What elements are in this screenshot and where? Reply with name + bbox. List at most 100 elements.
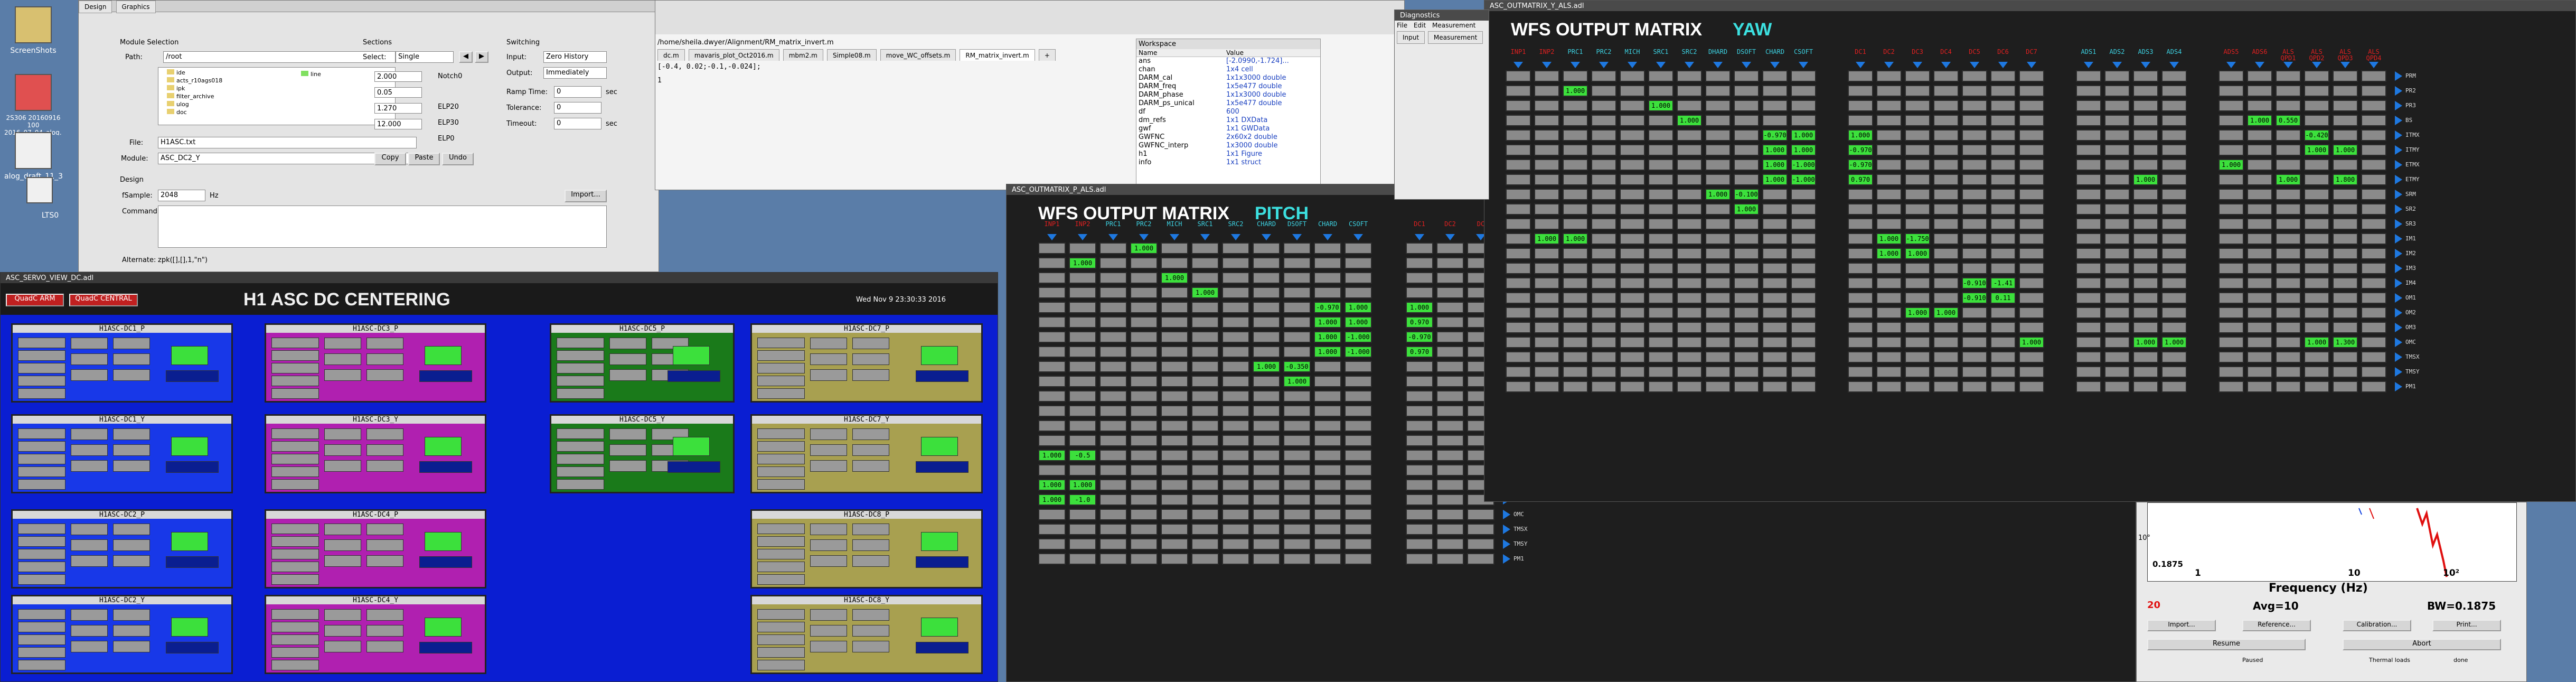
matrix-cell[interactable] xyxy=(1506,129,1531,141)
matrix-cell[interactable] xyxy=(1620,115,1645,126)
matrix-cell[interactable] xyxy=(2104,248,2130,259)
workspace-row[interactable]: chan 1x4 cell xyxy=(1136,66,1320,74)
matrix-cell[interactable] xyxy=(2247,351,2272,363)
matrix-cell[interactable] xyxy=(1406,405,1433,417)
matrix-cell[interactable] xyxy=(2104,159,2130,171)
matrix-cell[interactable] xyxy=(1345,538,1372,550)
matrix-cell[interactable] xyxy=(1876,100,1902,111)
matrix-cell[interactable] xyxy=(2161,144,2187,156)
matrix-cell[interactable] xyxy=(1069,420,1096,432)
matrix-cell[interactable] xyxy=(1620,307,1645,319)
matrix-cell[interactable] xyxy=(1191,464,1219,476)
matrix-cell[interactable] xyxy=(2161,351,2187,363)
matrix-cell[interactable] xyxy=(1222,361,1249,372)
matrix-cell[interactable] xyxy=(1191,390,1219,402)
filter-module-button[interactable] xyxy=(609,460,646,472)
filter-module-button[interactable] xyxy=(324,625,361,637)
matrix-cell[interactable] xyxy=(1506,159,1531,171)
matrix-cell[interactable]: 1.000 xyxy=(1161,272,1188,284)
matrix-cell[interactable] xyxy=(2104,337,2130,348)
matrix-cell[interactable] xyxy=(2304,70,2329,82)
matrix-cell[interactable] xyxy=(1933,248,1959,259)
matrix-cell[interactable] xyxy=(1283,479,1311,491)
menu-edit[interactable]: Edit xyxy=(1413,22,1426,29)
matrix-cell[interactable] xyxy=(2304,277,2329,289)
matrix-cell[interactable] xyxy=(1069,553,1096,565)
matrix-cell[interactable] xyxy=(1161,494,1188,506)
column-arrow-icon[interactable] xyxy=(2027,62,2036,68)
matrix-cell[interactable] xyxy=(1563,174,1588,185)
matrix-cell[interactable] xyxy=(2133,144,2158,156)
matrix-cell[interactable] xyxy=(2104,351,2130,363)
matrix-cell[interactable] xyxy=(1990,70,2016,82)
matrix-cell[interactable] xyxy=(1933,366,1959,378)
matrix-cell[interactable]: 1.000 xyxy=(1563,85,1588,97)
matrix-cell[interactable] xyxy=(2133,233,2158,245)
filter-module-button[interactable] xyxy=(71,353,108,365)
matrix-cell[interactable] xyxy=(2361,129,2386,141)
filter-module-button[interactable] xyxy=(852,539,889,551)
editor-tab[interactable]: RM_matrix_invert.m xyxy=(960,49,1035,61)
matrix-cell[interactable] xyxy=(1506,189,1531,200)
matrix-cell[interactable] xyxy=(1436,464,1464,476)
matrix-cell[interactable] xyxy=(1591,292,1616,304)
column-arrow-icon[interactable] xyxy=(2369,62,2378,68)
matrix-row-label[interactable]: OM1 xyxy=(2395,293,2416,303)
matrix-cell[interactable] xyxy=(1705,263,1731,274)
matrix-cell[interactable] xyxy=(1534,174,1559,185)
matrix-cell[interactable] xyxy=(2076,144,2101,156)
workspace-row[interactable]: dm_refs 1x1 DXData xyxy=(1136,116,1320,125)
matrix-cell[interactable] xyxy=(2304,248,2329,259)
matrix-cell[interactable] xyxy=(1406,242,1433,254)
matrix-cell[interactable] xyxy=(2104,70,2130,82)
matrix-cell[interactable] xyxy=(2019,322,2044,333)
filter-module-button[interactable] xyxy=(71,625,108,637)
matrix-cell[interactable]: -0.970 xyxy=(1762,129,1788,141)
matrix-cell[interactable] xyxy=(1563,351,1588,363)
matrix-cell[interactable] xyxy=(1791,351,1816,363)
matrix-row-label[interactable]: PR3 xyxy=(2395,101,2416,110)
matrix-cell[interactable] xyxy=(2333,263,2358,274)
matrix-cell[interactable] xyxy=(1848,189,1873,200)
filter-module-button[interactable] xyxy=(366,444,403,456)
matrix-cell[interactable] xyxy=(1677,366,1702,378)
filter-module-button[interactable] xyxy=(609,428,646,440)
path-select[interactable]: /root xyxy=(163,51,396,63)
matrix-cell[interactable] xyxy=(1436,346,1464,358)
matrix-cell[interactable] xyxy=(1705,248,1731,259)
matrix-cell[interactable] xyxy=(2104,174,2130,185)
matrix-cell[interactable] xyxy=(1933,174,1959,185)
matrix-cell[interactable] xyxy=(1191,302,1219,313)
matrix-cell[interactable] xyxy=(1990,174,2016,185)
matrix-cell[interactable] xyxy=(2276,337,2301,348)
matrix-cell[interactable] xyxy=(2019,129,2044,141)
matrix-cell[interactable] xyxy=(2247,337,2272,348)
matrix-cell[interactable] xyxy=(2361,263,2386,274)
filter-module-button[interactable] xyxy=(324,353,361,365)
matrix-cell[interactable] xyxy=(2104,189,2130,200)
matrix-cell[interactable] xyxy=(1436,302,1464,313)
matrix-cell[interactable] xyxy=(1222,242,1249,254)
filter-module-button[interactable] xyxy=(810,555,847,567)
matrix-cell[interactable]: 1.000 xyxy=(2276,174,2301,185)
matrix-row-label[interactable]: OMC xyxy=(1503,510,1524,519)
matrix-cell[interactable] xyxy=(1506,174,1531,185)
filter-module-button[interactable] xyxy=(609,353,646,365)
filter-module-button[interactable] xyxy=(324,524,361,535)
matrix-cell[interactable] xyxy=(2276,307,2301,319)
matrix-cell[interactable] xyxy=(1933,218,1959,230)
matrix-cell[interactable] xyxy=(1705,144,1731,156)
editor-tab[interactable]: Simple08.m xyxy=(826,49,877,61)
matrix-cell[interactable] xyxy=(1253,316,1280,328)
matrix-cell[interactable] xyxy=(2161,277,2187,289)
matrix-cell[interactable] xyxy=(1436,361,1464,372)
matrix-cell[interactable] xyxy=(2218,85,2244,97)
matrix-row-label[interactable]: ETMY xyxy=(2395,175,2420,184)
filter-module-button[interactable] xyxy=(113,555,150,567)
matrix-cell[interactable] xyxy=(1620,100,1645,111)
matrix-cell[interactable] xyxy=(2133,85,2158,97)
matrix-cell[interactable] xyxy=(1253,464,1280,476)
matrix-cell[interactable] xyxy=(2218,366,2244,378)
matrix-cell[interactable] xyxy=(1253,302,1280,313)
matrix-cell[interactable] xyxy=(1648,218,1674,230)
